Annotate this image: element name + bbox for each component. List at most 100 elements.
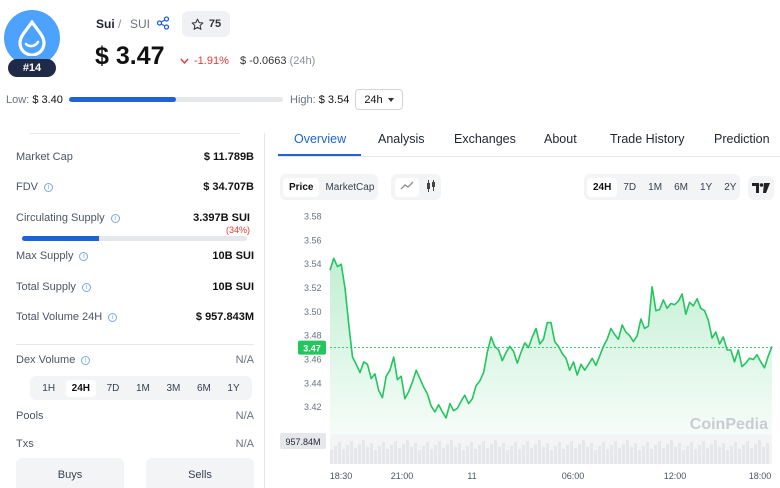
tab-trade-history[interactable]: Trade History bbox=[610, 132, 685, 146]
candlestick-icon[interactable] bbox=[425, 179, 437, 196]
volume-bar bbox=[366, 447, 369, 464]
volume-bar bbox=[578, 444, 581, 464]
dex-period-tab[interactable]: 3M bbox=[166, 382, 181, 394]
buys-button[interactable]: Buys bbox=[16, 458, 124, 488]
volume-bar bbox=[630, 447, 633, 464]
stat-value: 10B SUI bbox=[212, 281, 254, 293]
volume-bar bbox=[562, 449, 565, 464]
dex-period-tab[interactable]: 7D bbox=[106, 382, 120, 394]
share-icon[interactable] bbox=[156, 16, 170, 30]
range-bar-fill bbox=[69, 97, 176, 102]
volume-bar bbox=[758, 440, 761, 464]
txs-label: Txs bbox=[16, 438, 34, 450]
divider bbox=[30, 133, 240, 134]
tab-overview[interactable]: Overview bbox=[294, 132, 347, 146]
tab-analysis[interactable]: Analysis bbox=[378, 132, 425, 146]
volume-bar bbox=[594, 450, 597, 464]
volume-bar bbox=[362, 440, 365, 464]
stat-label: FDV bbox=[16, 181, 38, 193]
y-tick-label: 3.44 bbox=[304, 378, 322, 388]
tab-exchanges[interactable]: Exchanges bbox=[454, 132, 516, 146]
watchlist-count: 75 bbox=[208, 18, 222, 30]
volume-bar bbox=[610, 445, 613, 464]
volume-bar bbox=[662, 448, 665, 464]
timeframe-toggle: 24H 7D 1M 6M 1Y 2Y bbox=[584, 174, 740, 200]
volume-bar bbox=[410, 447, 413, 464]
volume-bar bbox=[406, 440, 409, 464]
timeframe-2y[interactable]: 2Y bbox=[724, 181, 737, 193]
info-icon[interactable]: i bbox=[79, 251, 89, 261]
tabs-divider bbox=[278, 156, 780, 157]
dex-period-tab[interactable]: 1Y bbox=[227, 382, 240, 394]
dex-period-tab[interactable]: 6M bbox=[196, 382, 211, 394]
y-tick-label: 3.46 bbox=[304, 354, 322, 364]
high-value: $ 3.54 bbox=[318, 94, 350, 106]
volume-bar bbox=[626, 440, 629, 464]
volume-bar bbox=[534, 444, 537, 464]
timeframe-1y[interactable]: 1Y bbox=[699, 181, 713, 193]
dex-period-tab[interactable]: 1M bbox=[135, 382, 150, 394]
sells-button[interactable]: Sells bbox=[146, 458, 254, 488]
volume-bar bbox=[418, 450, 421, 464]
dex-period-tab[interactable]: 24H bbox=[65, 379, 97, 397]
volume-bar bbox=[606, 449, 609, 464]
volume-bar bbox=[638, 450, 641, 464]
volume-bar bbox=[570, 441, 573, 464]
volume-bar bbox=[598, 446, 601, 464]
volume-bar bbox=[730, 446, 733, 464]
volume-bar bbox=[398, 448, 401, 464]
sui-drop-icon bbox=[18, 20, 46, 56]
info-icon[interactable]: i bbox=[44, 182, 53, 192]
volume-bar bbox=[734, 442, 737, 464]
volume-bar bbox=[402, 444, 405, 464]
volume-bar bbox=[622, 444, 625, 464]
info-icon[interactable]: i bbox=[108, 312, 118, 322]
info-icon[interactable]: i bbox=[110, 213, 120, 223]
volume-label: 957.84M bbox=[285, 437, 320, 447]
rank-badge: #14 bbox=[8, 59, 56, 77]
caret-down-icon bbox=[387, 97, 394, 102]
txs-value: N/A bbox=[235, 438, 254, 450]
timeframe-1m[interactable]: 1M bbox=[648, 181, 663, 193]
volume-bar bbox=[470, 442, 473, 464]
volume-bar bbox=[522, 445, 525, 464]
tradingview-icon[interactable] bbox=[748, 176, 774, 200]
timeframe-7d[interactable]: 7D bbox=[623, 181, 637, 193]
stat-label: Total Supply bbox=[16, 281, 76, 293]
volume-bar bbox=[690, 442, 693, 464]
dex-period-tabs: 1H 24H 7D 1M 3M 6M 1Y bbox=[30, 376, 252, 400]
volume-bar bbox=[750, 448, 753, 464]
tab-about[interactable]: About bbox=[544, 132, 577, 146]
stat-row: Max Supply i 10B SUI bbox=[16, 248, 254, 264]
line-chart-icon[interactable] bbox=[395, 177, 419, 197]
dex-period-tab[interactable]: 1H bbox=[42, 382, 56, 394]
metric-price[interactable]: Price bbox=[283, 177, 320, 197]
volume-bar bbox=[710, 444, 713, 464]
y-tick-label: 3.42 bbox=[304, 402, 322, 412]
divider bbox=[16, 344, 254, 345]
tab-prediction[interactable]: Prediction bbox=[714, 132, 770, 146]
volume-bar bbox=[726, 450, 729, 464]
watchlist-button[interactable]: 75 bbox=[182, 11, 230, 37]
range-period-select[interactable]: 24h bbox=[355, 89, 403, 110]
stat-label: Total Volume 24H bbox=[16, 311, 103, 323]
timeframe-6m[interactable]: 6M bbox=[674, 181, 688, 193]
metric-marketcap[interactable]: MarketCap bbox=[325, 181, 375, 193]
volume-bar bbox=[546, 443, 549, 464]
price-change-percent: -1.91% bbox=[180, 55, 229, 67]
info-icon[interactable]: i bbox=[81, 282, 91, 292]
volume-bar bbox=[466, 446, 469, 464]
volume-bar bbox=[714, 440, 717, 464]
pools-row: Pools N/A bbox=[16, 408, 254, 424]
change-percent-value: -1.91% bbox=[194, 55, 229, 67]
high-label: High: bbox=[290, 94, 316, 106]
volume-bar bbox=[334, 446, 337, 464]
y-tick-label: 3.58 bbox=[304, 212, 322, 222]
volume-bar bbox=[382, 442, 385, 464]
timeframe-24h[interactable]: 24H bbox=[587, 177, 618, 197]
stat-value: 10B SUI bbox=[212, 250, 254, 262]
info-icon[interactable]: i bbox=[81, 355, 91, 365]
price-chart[interactable]: 3.58 3.56 3.54 3.52 3.50 3.48 3.46 3.44 3.42 3.47… bbox=[280, 204, 780, 488]
metric-toggle: Price MarketCap bbox=[280, 174, 378, 200]
volume-bar bbox=[330, 450, 333, 464]
